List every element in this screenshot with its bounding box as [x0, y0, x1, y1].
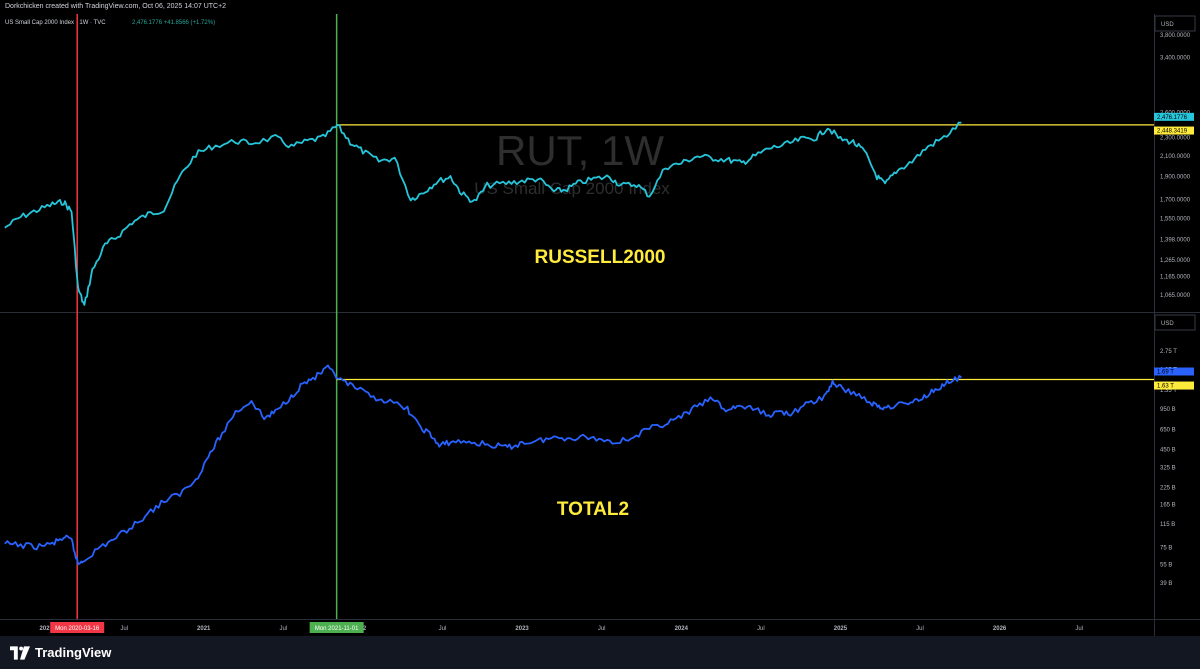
time-axis-label: 2025	[834, 626, 848, 632]
legend-symbol[interactable]: US Small Cap 2000 Index · 1W · TVC	[5, 20, 106, 26]
rut-y-tick: 1,398.0000	[1160, 237, 1191, 243]
rut-y-tick: 2,100.0000	[1160, 154, 1191, 160]
rut-last-price-badge	[1154, 112, 1194, 121]
time-axis-label: Jul	[598, 626, 606, 632]
total2-y-tick: 115 B	[1160, 522, 1175, 528]
total2-level-label: 1.63 T	[1157, 384, 1174, 390]
rut-y-tick: 3,400.0000	[1160, 56, 1191, 62]
time-axis-label: Jul	[279, 626, 287, 632]
chart-credit: Dorkchicken created with TradingView.com…	[5, 3, 227, 10]
rut-y-tick: 1,065.0000	[1160, 293, 1191, 299]
rut-pane[interactable]	[0, 14, 1154, 312]
legend-values: 2,476.1776 +41.8566 (+1.72%)	[132, 20, 215, 26]
tradingview-logo-icon	[10, 645, 30, 660]
total2-y-tick: 165 B	[1160, 502, 1176, 508]
time-axis-label: Jul	[916, 626, 924, 632]
total2-last-price-label: 1.69 T	[1157, 370, 1174, 376]
rut-y-tick: 2,300.0000	[1160, 136, 1191, 142]
rut-series-line[interactable]	[4, 121, 962, 306]
tradingview-brand: TradingView	[35, 645, 112, 660]
green-date-marker-badge[interactable]	[309, 622, 364, 633]
chart-canvas[interactable]: RUT, 1W US Small Cap 2000 Index US Small…	[0, 0, 1200, 636]
green-date-marker-label: Mon 2021-11-01	[315, 626, 359, 632]
total2-series-line[interactable]	[4, 364, 962, 566]
time-axis-label: Jul	[439, 626, 447, 632]
total2-currency-box[interactable]	[1154, 314, 1196, 331]
rut-last-price-label: 2,476.1776	[1157, 115, 1188, 121]
rut-currency: USD	[1161, 22, 1174, 28]
rut-y-tick: 1,550.0000	[1160, 216, 1191, 222]
rut-y-tick: 1,165.0000	[1160, 275, 1191, 281]
time-axis-label: 2024	[675, 626, 689, 632]
tradingview-logo[interactable]: TradingView	[10, 645, 111, 660]
rut-y-tick: 3,800.0000	[1160, 33, 1191, 39]
rut-currency-box[interactable]	[1154, 15, 1196, 32]
total2-annotation: TOTAL2	[557, 499, 629, 520]
time-axis-label: 2023	[515, 626, 529, 632]
total2-y-tick: 450 B	[1160, 448, 1176, 454]
time-axis-label: Jul	[120, 626, 128, 632]
total2-y-tick: 75 B	[1160, 545, 1172, 551]
total2-y-tick: 1.35 T	[1160, 388, 1177, 394]
total2-y-tick: 325 B	[1160, 465, 1176, 471]
rut-level-badge	[1154, 126, 1194, 135]
rut-y-tick: 1,700.0000	[1160, 197, 1191, 203]
total2-y-tick: 39 B	[1160, 581, 1172, 587]
red-date-marker-label: Mon 2020-03-16	[55, 626, 100, 632]
time-axis-label: Jul	[757, 626, 765, 632]
footer-bar: TradingView	[0, 636, 1200, 669]
watermark-symbol: RUT, 1W	[496, 127, 664, 174]
time-axis-label: Jul	[1075, 626, 1083, 632]
rut-y-tick: 1,900.0000	[1160, 175, 1191, 181]
rut-y-tick: 1,265.0000	[1160, 258, 1191, 264]
russell2000-annotation: RUSSELL2000	[535, 247, 666, 268]
time-axis-label: 2021	[197, 626, 211, 632]
total2-y-tick: 650 B	[1160, 428, 1176, 434]
total2-level-badge	[1154, 381, 1194, 390]
rut-level-label: 2,448.3419	[1157, 129, 1188, 135]
total2-currency: USD	[1161, 321, 1174, 327]
time-axis-label: 2026	[993, 626, 1007, 632]
total2-last-price-badge	[1154, 367, 1194, 376]
total2-y-tick: 2.75 T	[1160, 349, 1177, 355]
total2-y-tick: 950 B	[1160, 407, 1176, 413]
total2-y-tick: 55 B	[1160, 562, 1172, 568]
time-axis-label: 202	[40, 626, 51, 632]
total2-pane[interactable]	[0, 313, 1154, 619]
red-date-marker-badge[interactable]	[50, 622, 105, 633]
total2-y-tick: 225 B	[1160, 485, 1176, 491]
